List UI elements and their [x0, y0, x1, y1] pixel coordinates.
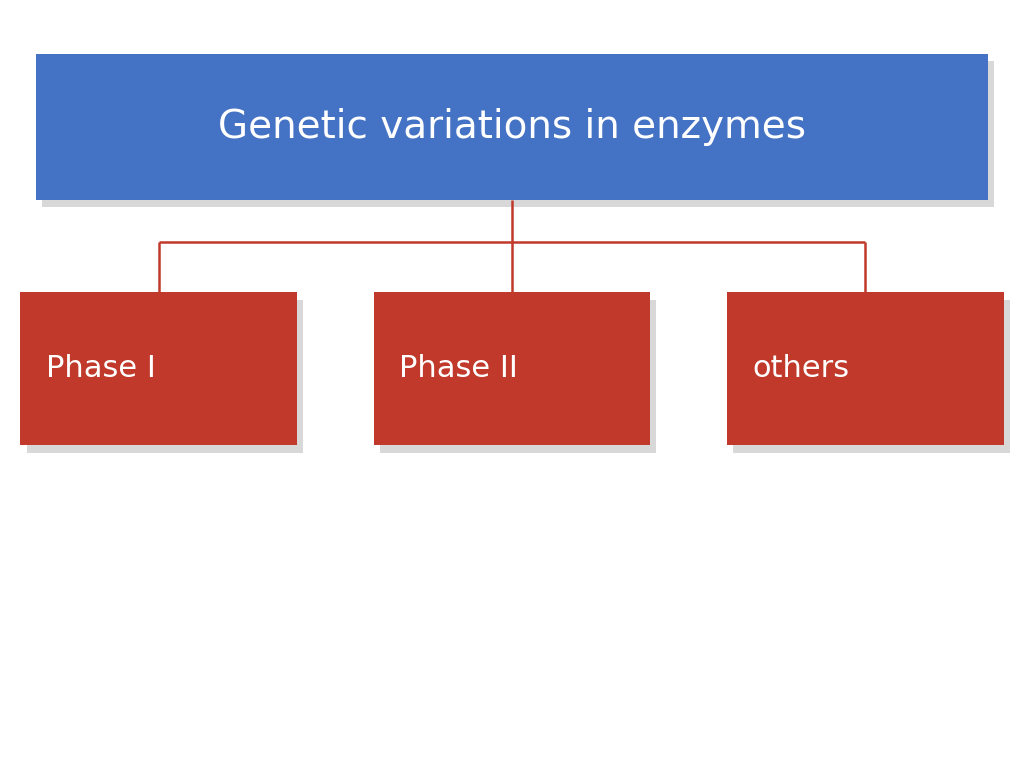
Text: Phase II: Phase II	[399, 354, 518, 383]
FancyBboxPatch shape	[42, 61, 994, 207]
FancyBboxPatch shape	[20, 292, 297, 445]
FancyBboxPatch shape	[374, 292, 650, 445]
FancyBboxPatch shape	[380, 300, 656, 453]
Text: others: others	[753, 354, 850, 383]
Text: Phase I: Phase I	[46, 354, 156, 383]
Text: Genetic variations in enzymes: Genetic variations in enzymes	[218, 108, 806, 146]
FancyBboxPatch shape	[733, 300, 1010, 453]
FancyBboxPatch shape	[36, 54, 988, 200]
FancyBboxPatch shape	[727, 292, 1004, 445]
FancyBboxPatch shape	[27, 300, 303, 453]
